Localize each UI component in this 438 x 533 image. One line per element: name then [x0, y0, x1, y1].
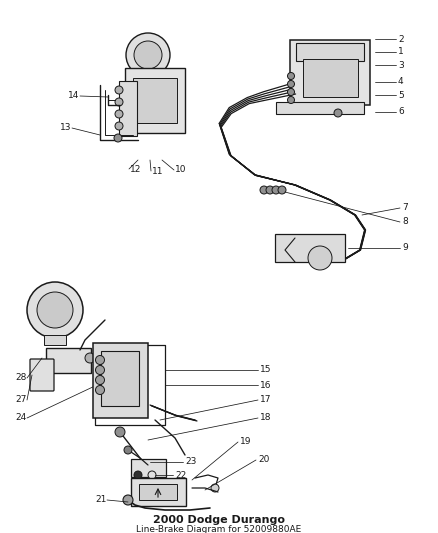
Circle shape: [211, 484, 219, 492]
Circle shape: [37, 292, 73, 328]
Bar: [131, 478, 186, 506]
Bar: [290, 39, 370, 104]
Circle shape: [115, 86, 123, 94]
Circle shape: [123, 495, 133, 505]
Circle shape: [266, 186, 274, 194]
Circle shape: [287, 88, 294, 95]
Text: 20: 20: [258, 456, 269, 464]
Bar: [101, 351, 139, 406]
Text: 17: 17: [260, 395, 272, 405]
Circle shape: [308, 246, 332, 270]
Text: 2: 2: [398, 35, 404, 44]
Bar: [138, 74, 158, 82]
Text: 27: 27: [15, 395, 26, 405]
Circle shape: [115, 110, 123, 118]
Circle shape: [95, 376, 105, 384]
Text: 23: 23: [185, 457, 196, 466]
Bar: [46, 348, 91, 373]
Text: 5: 5: [398, 91, 404, 100]
Circle shape: [260, 186, 268, 194]
Text: Line-Brake Diagram for 52009880AE: Line-Brake Diagram for 52009880AE: [136, 526, 302, 533]
Text: 16: 16: [260, 381, 272, 390]
Circle shape: [114, 134, 122, 142]
Bar: [119, 80, 137, 135]
Text: 2000 Dodge Durango: 2000 Dodge Durango: [153, 515, 285, 525]
Bar: [276, 102, 364, 114]
Circle shape: [95, 385, 105, 394]
Text: 4: 4: [398, 77, 404, 86]
Bar: [44, 335, 66, 345]
Text: 1: 1: [398, 47, 404, 56]
Bar: [92, 343, 148, 417]
Circle shape: [124, 446, 132, 454]
Text: 19: 19: [240, 438, 251, 447]
Bar: [139, 484, 177, 500]
Text: 24: 24: [15, 414, 26, 423]
Text: 11: 11: [152, 167, 163, 176]
Circle shape: [134, 41, 162, 69]
Bar: [296, 43, 364, 61]
Text: 7: 7: [402, 204, 408, 213]
Bar: [131, 459, 166, 477]
Text: 14: 14: [68, 92, 79, 101]
Text: 22: 22: [175, 471, 186, 480]
Bar: [303, 59, 357, 97]
Circle shape: [334, 109, 342, 117]
Circle shape: [27, 282, 83, 338]
Text: 18: 18: [260, 414, 272, 423]
Text: 6: 6: [398, 108, 404, 117]
Text: 9: 9: [402, 244, 408, 253]
Text: 21: 21: [95, 496, 106, 505]
FancyBboxPatch shape: [30, 359, 54, 391]
Text: 15: 15: [260, 366, 272, 375]
Circle shape: [287, 80, 294, 87]
Bar: [133, 77, 177, 123]
Text: 13: 13: [60, 124, 71, 133]
Circle shape: [272, 186, 280, 194]
Text: 28: 28: [15, 374, 26, 383]
Bar: [275, 234, 345, 262]
Text: 10: 10: [175, 166, 187, 174]
Circle shape: [115, 427, 125, 437]
Circle shape: [126, 33, 170, 77]
Circle shape: [95, 366, 105, 375]
Circle shape: [115, 98, 123, 106]
Circle shape: [95, 356, 105, 365]
Circle shape: [85, 353, 95, 363]
Text: 12: 12: [130, 166, 141, 174]
Circle shape: [115, 122, 123, 130]
Circle shape: [287, 96, 294, 103]
Circle shape: [134, 471, 142, 479]
Circle shape: [287, 72, 294, 79]
Circle shape: [148, 471, 156, 479]
Bar: [125, 68, 185, 133]
Circle shape: [278, 186, 286, 194]
Text: 8: 8: [402, 217, 408, 227]
Text: 3: 3: [398, 61, 404, 69]
